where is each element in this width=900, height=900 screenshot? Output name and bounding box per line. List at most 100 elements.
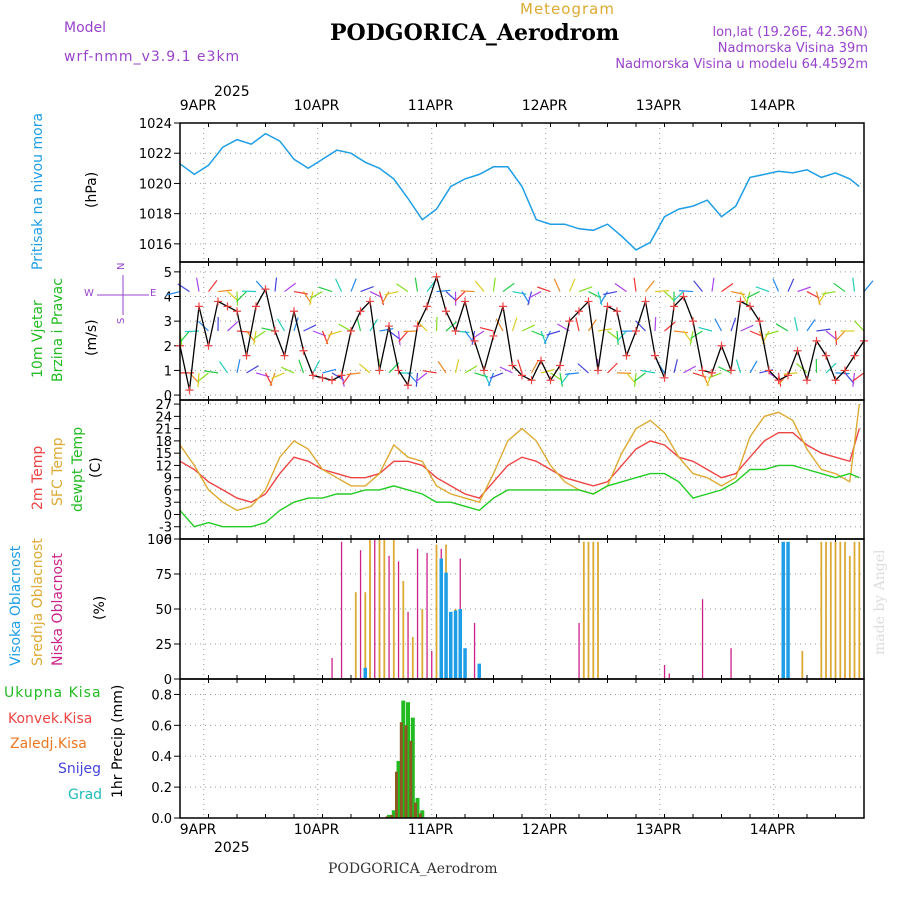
wind-gust-marker: [822, 351, 830, 360]
wind-gust-marker: [280, 351, 289, 360]
wind-arrow: [435, 316, 438, 332]
wind-tick-label: 1: [164, 364, 172, 379]
wind-arrow: [607, 330, 619, 341]
wind-arrow: [578, 286, 593, 293]
wind-arrow: [384, 290, 399, 296]
wind-gust-marker: [651, 351, 659, 360]
cloud-bar: [364, 592, 367, 679]
cloud-bar: [834, 541, 837, 679]
wind-arrow: [436, 289, 451, 293]
precip-total-bar: [391, 810, 396, 818]
wind-gust-marker: [527, 376, 536, 385]
cloud-bar: [820, 541, 823, 679]
wind-arrow: [787, 278, 795, 292]
wind-tick-label: 5: [164, 266, 172, 281]
wind-gust-marker: [385, 322, 393, 331]
wind-gust-marker: [850, 351, 859, 360]
wind-arrow: [852, 277, 856, 292]
wind-gust-marker: [632, 327, 640, 335]
wind-gust-marker: [337, 371, 346, 380]
precip-tick-label: 0.8: [151, 688, 172, 703]
wind-arrow: [166, 290, 181, 296]
wind-arrow: [350, 278, 357, 292]
wind-arrow: [633, 372, 646, 382]
temp-line-2: [179, 464, 860, 528]
cloud-bar: [853, 541, 856, 679]
wind-arrow: [560, 372, 570, 385]
precip-total-bar: [387, 814, 391, 818]
bottom-date-label: 14APR: [749, 822, 796, 838]
wind-arrow: [816, 328, 831, 332]
cloud-tick-label: 0: [164, 673, 172, 688]
wind-arrow: [796, 363, 808, 374]
wind-arrow: [184, 330, 200, 333]
wind-arrow: [236, 291, 239, 306]
wind-arrow: [495, 318, 504, 332]
precip-legend-conv: Konvek.Kisa: [8, 711, 93, 727]
cloud-bar: [354, 592, 357, 679]
wind-gust-marker: [679, 292, 688, 301]
wind-gust-marker: [375, 366, 384, 375]
precip-total-bar: [410, 717, 415, 818]
panel-frame-4: [179, 678, 865, 819]
wind-arrow: [706, 372, 713, 387]
wind-arrow: [358, 363, 371, 374]
wind-arrow: [540, 368, 555, 374]
wind-arrow: [397, 330, 401, 345]
temp-tick-label: 6: [164, 484, 172, 499]
wind-arrow: [693, 280, 703, 292]
wind-arrow: [683, 330, 693, 343]
compass-w: W: [84, 288, 94, 299]
cloud-bar: [435, 544, 438, 679]
wind-arrow: [626, 372, 637, 384]
temp-tick-label: 0: [164, 508, 172, 523]
temp-tick-label: 9: [164, 472, 172, 487]
wind-arrow: [664, 321, 676, 332]
model-name: wrf-nmm_v3.9.1 e3km: [64, 49, 241, 65]
wind-arrow: [635, 320, 646, 332]
wind-arrow: [325, 330, 333, 344]
panel-frame-3: [179, 538, 865, 680]
wind-arrow: [559, 372, 563, 387]
cloud-bar: [453, 610, 458, 679]
wind-arrow: [745, 291, 751, 306]
wind-arrow: [521, 324, 535, 332]
bottom-date-label: 13APR: [635, 822, 682, 838]
wind-tick-label: 4: [164, 291, 172, 306]
wind-arrow: [565, 372, 580, 375]
bottom-year-label: 2025: [214, 840, 250, 856]
precip-total-bar: [415, 797, 420, 818]
wind-gust-marker: [489, 331, 498, 340]
wind-arrow: [749, 360, 758, 374]
wind-arrow: [415, 372, 419, 387]
pressure-tick-label: 1018: [139, 208, 172, 223]
wind-arrow: [197, 372, 200, 387]
temp-tick-label: -3: [159, 521, 172, 536]
precip-tick-label: 0.2: [151, 781, 172, 796]
cloud-bar: [416, 548, 419, 679]
wind-arrow: [711, 277, 715, 292]
precip-tick-label: 0.4: [151, 750, 172, 765]
wind-gust-marker: [242, 351, 251, 360]
wind-arrow: [528, 291, 542, 299]
precip-tick-label: 0.6: [151, 719, 172, 734]
top-date-label: 9APR: [179, 98, 217, 114]
wind-gust-marker: [660, 373, 669, 382]
wind-gust-marker: [774, 376, 783, 385]
wind-arrow: [645, 280, 655, 292]
wind-gust-marker: [204, 341, 213, 350]
wind-arrow: [437, 360, 447, 374]
cloud-bar: [397, 561, 400, 679]
wind-gust-marker: [727, 366, 735, 375]
wind-arrow: [338, 323, 352, 332]
bottom-date-label: 12APR: [521, 822, 568, 838]
model-elevation: Nadmorska Visina u modelu 64.4592m: [615, 57, 868, 72]
wind-arrow: [197, 372, 209, 383]
cloud-bar: [411, 637, 414, 679]
wind-arrow: [718, 366, 732, 374]
wind-gust-marker: [223, 302, 232, 311]
wind-arrow: [271, 372, 285, 379]
wind-arrow: [236, 291, 247, 302]
model-label: Model: [64, 20, 107, 36]
wind-gust-marker: [214, 297, 222, 306]
